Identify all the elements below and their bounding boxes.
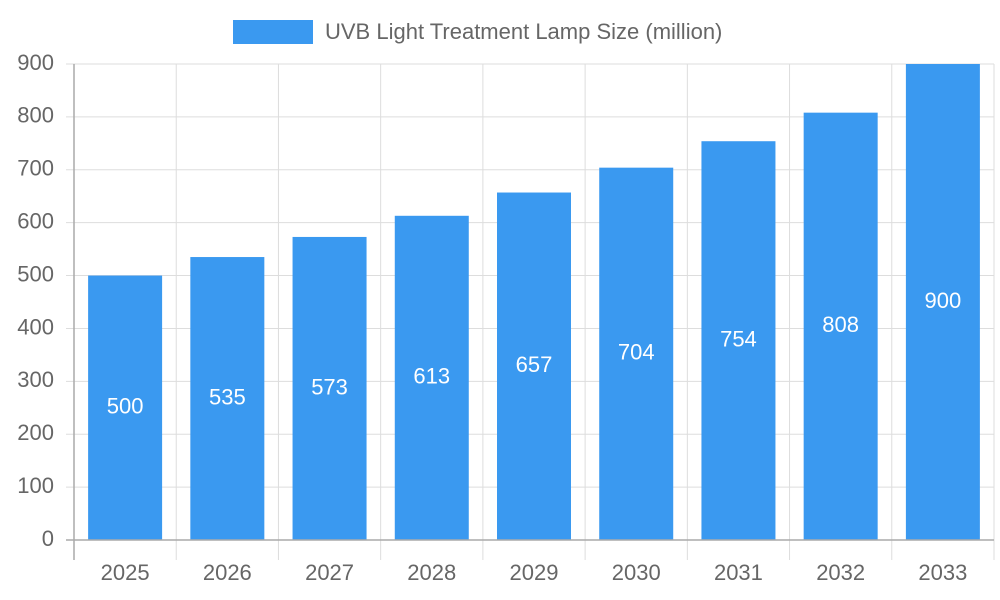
- y-tick-label: 0: [42, 526, 54, 551]
- bar: [803, 112, 878, 540]
- bar: [905, 64, 980, 540]
- data-label: 613: [413, 364, 450, 389]
- y-tick-label: 100: [17, 473, 54, 498]
- data-label: 808: [822, 312, 859, 337]
- data-label: 657: [516, 352, 553, 377]
- bar: [190, 257, 265, 540]
- y-tick-label: 400: [17, 314, 54, 339]
- bar: [394, 215, 469, 540]
- x-tick-label: 2029: [510, 560, 559, 585]
- y-tick-label: 700: [17, 156, 54, 181]
- bar: [292, 236, 367, 541]
- legend-label: UVB Light Treatment Lamp Size (million): [325, 19, 722, 44]
- data-label: 754: [720, 326, 757, 351]
- x-tick-label: 2032: [816, 560, 865, 585]
- y-tick-label: 800: [17, 103, 54, 128]
- data-label: 500: [107, 394, 144, 419]
- x-tick-label: 2033: [918, 560, 967, 585]
- x-tick-label: 2031: [714, 560, 763, 585]
- x-tick-label: 2025: [101, 560, 150, 585]
- y-tick-label: 900: [17, 50, 54, 75]
- data-label: 900: [925, 288, 962, 313]
- x-tick-label: 2028: [407, 560, 456, 585]
- y-tick-label: 600: [17, 208, 54, 233]
- bar: [599, 167, 674, 540]
- y-tick-label: 200: [17, 420, 54, 445]
- x-tick-label: 2030: [612, 560, 661, 585]
- x-tick-label: 2026: [203, 560, 252, 585]
- y-tick-label: 300: [17, 367, 54, 392]
- bar: [701, 141, 776, 540]
- data-label: 704: [618, 340, 655, 365]
- bar: [497, 192, 571, 540]
- bar: [88, 275, 163, 540]
- data-label: 573: [311, 374, 348, 399]
- legend-swatch: [233, 20, 313, 44]
- x-tick-label: 2027: [305, 560, 354, 585]
- y-tick-label: 500: [17, 261, 54, 286]
- data-label: 535: [209, 384, 246, 409]
